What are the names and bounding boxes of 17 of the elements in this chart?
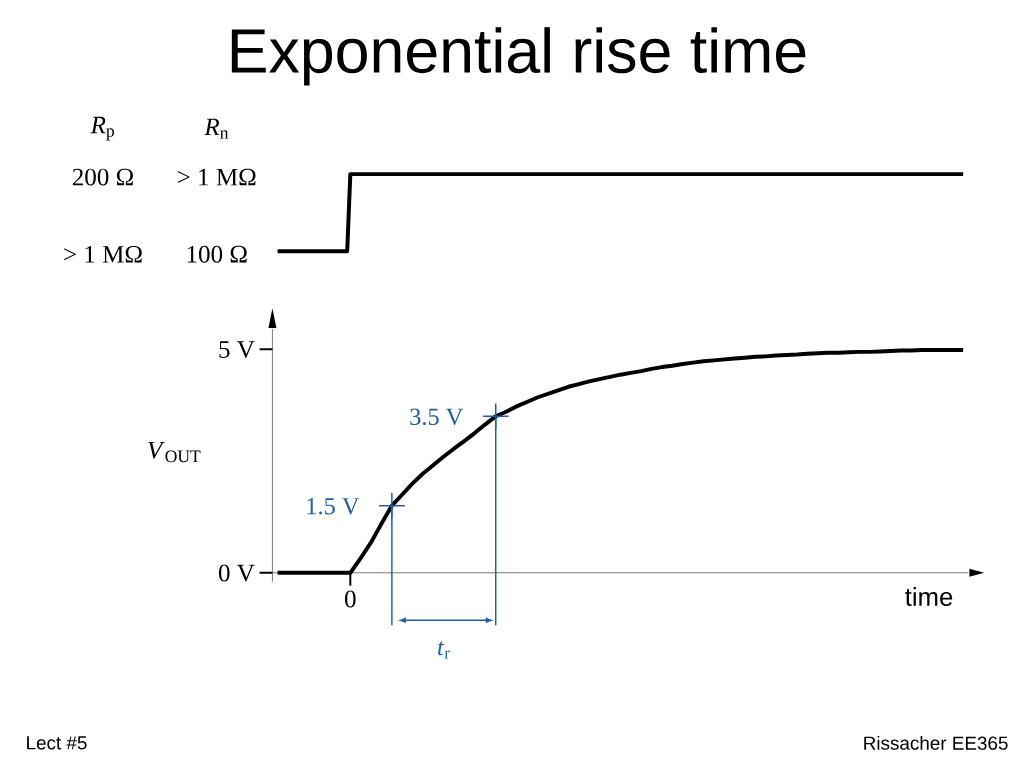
y-tick-label: 0 V <box>218 564 255 582</box>
text: Lect #5 <box>27 736 87 750</box>
text: 200 Ω <box>72 168 133 186</box>
y-tick-label: 5 V <box>219 341 255 359</box>
data-label: 1.5 V <box>307 498 360 515</box>
y-axis-title: V$_{OUT}$ <box>148 442 201 463</box>
data-label: 3.5 V <box>410 408 464 426</box>
text: > 1 MΩ <box>177 168 256 186</box>
text: > 1 MΩ <box>64 246 142 263</box>
text: t$_{r}$ <box>438 641 450 659</box>
x-axis-title: time <box>905 587 953 607</box>
text: R$_{p}$ <box>90 116 115 141</box>
text: 100 Ω <box>187 245 247 263</box>
text: Rissacher EE365 <box>864 736 1008 750</box>
text: R$_{n}$ <box>204 118 229 139</box>
chart-title: Exponential rise time <box>231 27 806 86</box>
x-tick-label: 0 <box>345 590 356 608</box>
